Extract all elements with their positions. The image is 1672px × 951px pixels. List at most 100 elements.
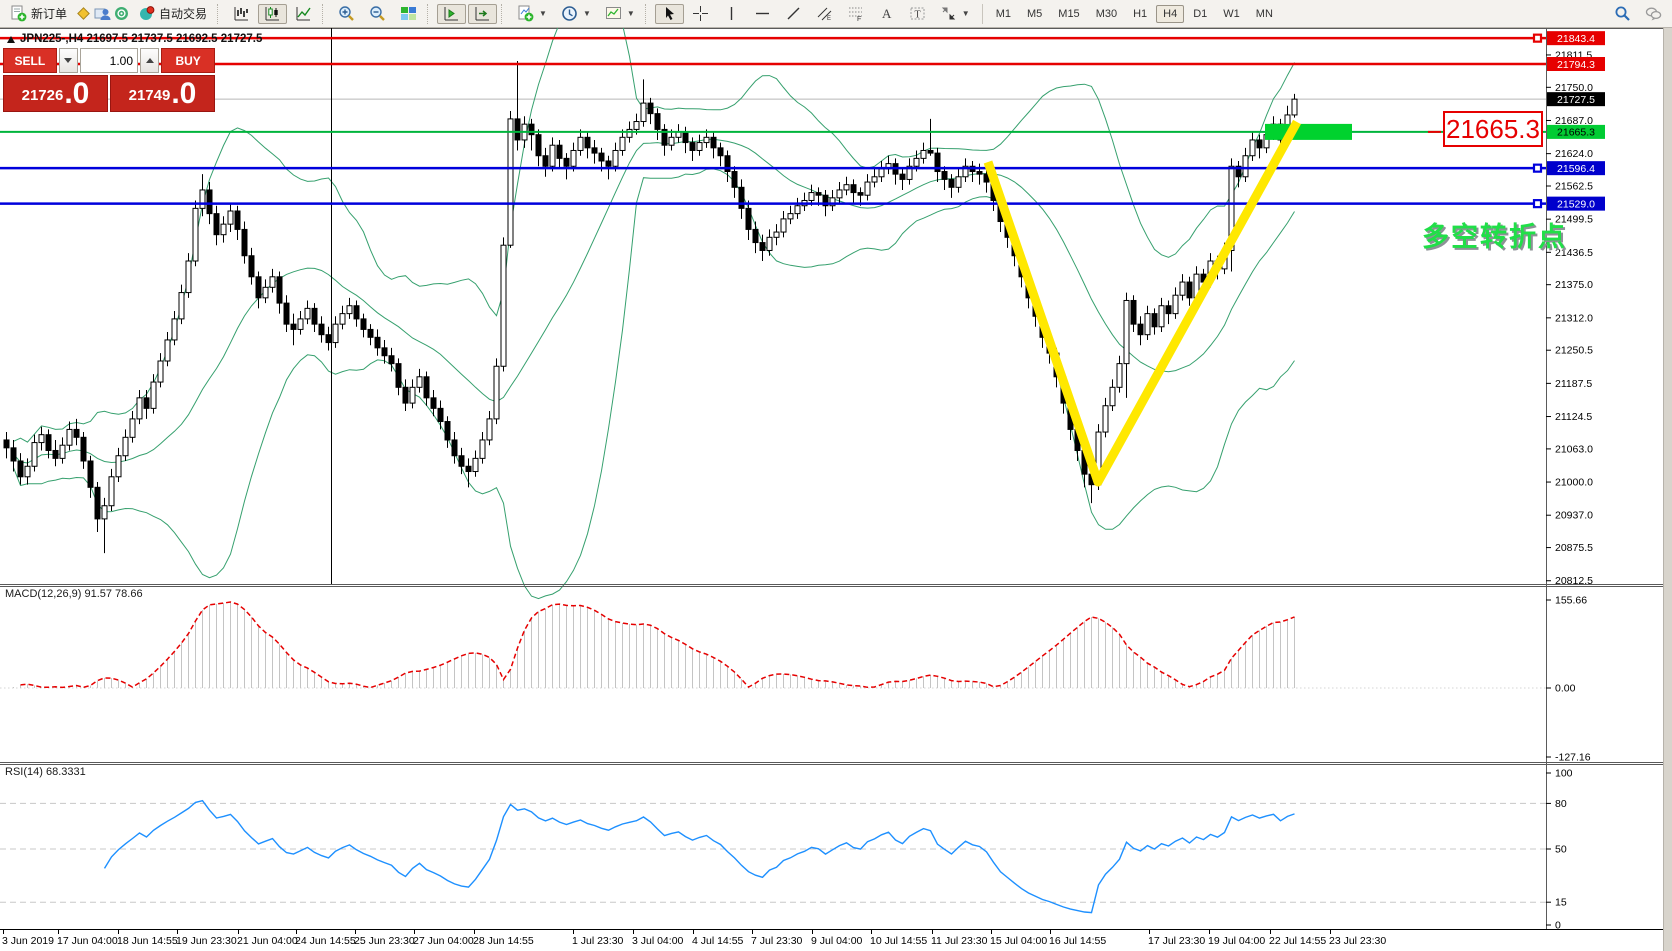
- chat-button[interactable]: [1639, 4, 1668, 24]
- svg-text:21596.4: 21596.4: [1557, 163, 1595, 175]
- sell-price-main: 21726: [21, 87, 64, 104]
- terminal-icon[interactable]: [113, 5, 130, 22]
- dropdown-arrow-icon: ▼: [539, 9, 547, 18]
- svg-text:17 Jul 23:30: 17 Jul 23:30: [1148, 935, 1205, 947]
- svg-text:22 Jul 14:55: 22 Jul 14:55: [1269, 935, 1326, 947]
- zoom-out-button[interactable]: [363, 4, 392, 24]
- buy-price-main: 21749: [128, 87, 171, 104]
- one-click-trade-panel: SELL BUY 21726 .0 21749 .0: [3, 48, 215, 112]
- svg-text:155.66: 155.66: [1555, 595, 1587, 607]
- market-watch-icon[interactable]: [75, 5, 92, 22]
- text-label-tool-button[interactable]: T: [903, 4, 932, 24]
- macd-panel: 155.66 0.00 -127.16: [0, 595, 1591, 764]
- new-order-button[interactable]: 新订单: [4, 4, 73, 24]
- horizontal-line-tool-button[interactable]: [748, 4, 777, 24]
- window-scroll-strip[interactable]: [1663, 28, 1672, 951]
- volume-increase-button[interactable]: [140, 48, 160, 73]
- svg-text:21000.0: 21000.0: [1555, 477, 1593, 489]
- svg-text:17 Jun 04:00: 17 Jun 04:00: [57, 935, 118, 947]
- svg-text:21436.5: 21436.5: [1555, 247, 1593, 259]
- search-icon: [1615, 6, 1630, 21]
- tf-h1-button[interactable]: H1: [1133, 7, 1148, 20]
- chart-line-button[interactable]: [289, 4, 318, 24]
- templates-button[interactable]: ▼: [599, 4, 641, 24]
- tf-m5-button[interactable]: M5: [1027, 7, 1043, 20]
- chart-shift-button[interactable]: [468, 3, 498, 24]
- navigator-icon[interactable]: [94, 5, 111, 22]
- spinner-down-icon: [64, 58, 73, 63]
- rsi-indicator-label: RSI(14) 68.3331: [5, 766, 86, 778]
- svg-text:3 Jul 04:00: 3 Jul 04:00: [632, 935, 684, 947]
- clock-icon: [562, 6, 577, 21]
- tf-d1-button[interactable]: D1: [1193, 7, 1208, 20]
- rsi-panel: 100 80 50 15 0: [0, 768, 1573, 932]
- svg-text:15: 15: [1555, 897, 1567, 909]
- svg-text:A: A: [882, 6, 892, 21]
- tf-m1-button[interactable]: M1: [995, 7, 1011, 20]
- svg-text:21624.0: 21624.0: [1555, 148, 1593, 160]
- svg-text:0.00: 0.00: [1555, 683, 1576, 695]
- cursor-icon: [665, 7, 674, 20]
- indicators-button[interactable]: ▼: [511, 4, 553, 24]
- tf-w1-button[interactable]: W1: [1223, 7, 1240, 20]
- svg-text:19 Jun 23:30: 19 Jun 23:30: [176, 935, 237, 947]
- chart-title-text: JPN225-,H4 21697.5 21737.5 21692.5 21727…: [20, 33, 263, 45]
- chart-candles-button[interactable]: [258, 3, 288, 24]
- equidistant-channel-tool-button[interactable]: E: [810, 4, 839, 24]
- svg-text:16 Jul 14:55: 16 Jul 14:55: [1049, 935, 1106, 947]
- zoom-in-button[interactable]: [332, 4, 361, 24]
- tf-mn-button[interactable]: MN: [1255, 7, 1273, 20]
- svg-text:21687.0: 21687.0: [1555, 115, 1593, 127]
- chart-bars-button[interactable]: [227, 4, 256, 24]
- vertical-line-tool-button[interactable]: [717, 4, 746, 24]
- svg-text:1 Jul 23:30: 1 Jul 23:30: [572, 935, 624, 947]
- svg-text:0: 0: [1555, 920, 1561, 932]
- svg-text:21843.4: 21843.4: [1557, 33, 1595, 45]
- svg-text:T: T: [914, 10, 920, 21]
- tile-windows-button[interactable]: [394, 4, 423, 24]
- dropdown-arrow-icon: ▼: [961, 9, 970, 18]
- svg-text:9 Jul 04:00: 9 Jul 04:00: [811, 935, 863, 947]
- svg-text:50: 50: [1555, 844, 1567, 856]
- collapse-panel-icon[interactable]: [7, 35, 15, 43]
- arrows-tool-button[interactable]: ▼: [934, 4, 976, 24]
- periods-button[interactable]: ▼: [555, 4, 597, 24]
- sell-button[interactable]: SELL: [3, 48, 57, 73]
- price-axis: 21811.521750.021687.021624.021562.521499…: [1546, 31, 1605, 587]
- search-button[interactable]: [1608, 4, 1637, 24]
- toolbar-group-handle: [427, 3, 433, 24]
- price-callout-box[interactable]: 21665.3: [1443, 111, 1543, 147]
- svg-text:20937.0: 20937.0: [1555, 510, 1593, 522]
- trendline-tool-button[interactable]: [779, 4, 808, 24]
- sell-price[interactable]: 21726 .0: [3, 75, 108, 112]
- svg-text:27 Jun 04:00: 27 Jun 04:00: [413, 935, 474, 947]
- buy-price[interactable]: 21749 .0: [110, 75, 215, 112]
- autotrading-button[interactable]: 自动交易: [132, 4, 213, 24]
- toolbar-group-handle: [217, 3, 223, 24]
- panel-separators: [0, 584, 1672, 930]
- text-tool-button[interactable]: A: [872, 4, 901, 24]
- volume-decrease-button[interactable]: [58, 48, 78, 73]
- svg-text:4 Jul 14:55: 4 Jul 14:55: [692, 935, 744, 947]
- svg-text:E: E: [827, 16, 831, 22]
- sell-price-pips: .0: [64, 77, 90, 110]
- svg-text:21562.5: 21562.5: [1555, 181, 1593, 193]
- crosshair-tool-button[interactable]: [686, 4, 715, 24]
- chart-title: JPN225-,H4 21697.5 21737.5 21692.5 21727…: [7, 33, 262, 45]
- tf-m15-button[interactable]: M15: [1058, 7, 1080, 20]
- chart-canvas[interactable]: 21811.521750.021687.021624.021562.521499…: [0, 28, 1672, 951]
- svg-text:21250.5: 21250.5: [1555, 345, 1593, 357]
- svg-text:21063.0: 21063.0: [1555, 443, 1593, 455]
- text-icon: A: [882, 6, 892, 21]
- macd-indicator-label: MACD(12,26,9) 91.57 78.66: [5, 588, 143, 600]
- fibonacci-tool-button[interactable]: F: [841, 4, 870, 24]
- tf-m30-button[interactable]: M30: [1095, 7, 1118, 20]
- buy-button[interactable]: BUY: [161, 48, 215, 73]
- dropdown-arrow-icon: ▼: [582, 9, 591, 18]
- auto-scroll-button[interactable]: [437, 3, 467, 24]
- volume-input[interactable]: [80, 48, 138, 73]
- cursor-tool-button[interactable]: [654, 3, 684, 24]
- tf-h4-button[interactable]: H4: [1156, 4, 1185, 23]
